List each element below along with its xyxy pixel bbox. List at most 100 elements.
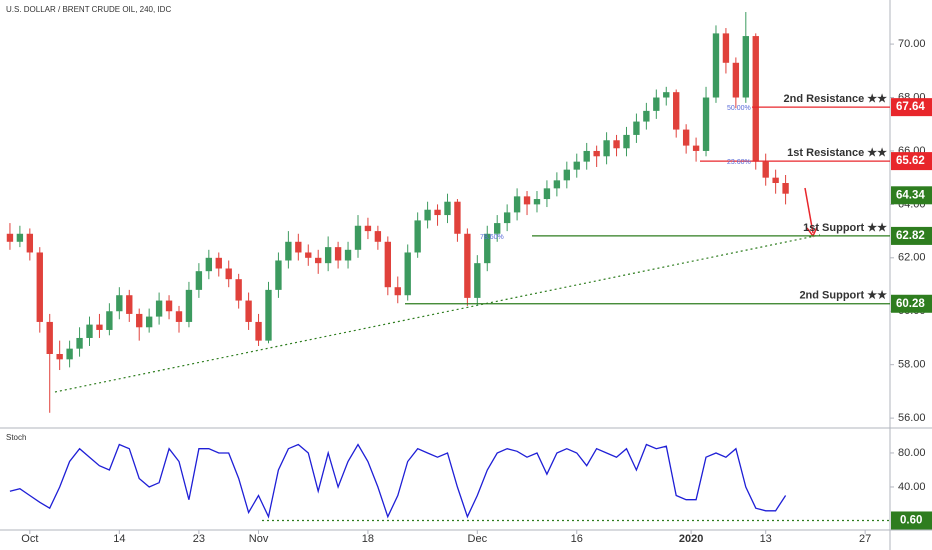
y-tick-label: 62.00 — [898, 252, 926, 264]
candle-body — [205, 257, 213, 272]
candle-body — [603, 140, 610, 157]
candle-body — [464, 233, 471, 298]
candle-body — [633, 121, 640, 135]
x-tick-label: Oct — [21, 533, 38, 545]
fib-label: 78.60% — [480, 234, 504, 241]
candle-body — [643, 110, 650, 122]
chart-title: U.S. DOLLAR / BRENT CRUDE OIL, 240, IDC — [6, 5, 171, 14]
level-label: 1st Resistance ★★ — [787, 147, 887, 159]
arrow — [804, 187, 814, 234]
candle-body — [165, 300, 173, 312]
candle-body — [185, 289, 193, 322]
y-tick-label: 58.00 — [898, 359, 926, 371]
candle-body — [663, 92, 670, 98]
candle-body — [126, 295, 133, 314]
candle-body — [16, 233, 24, 242]
candle-body — [344, 249, 352, 261]
candle-body — [533, 199, 541, 205]
candle-body — [36, 252, 43, 322]
candle-body — [96, 324, 103, 330]
candle-body — [66, 348, 73, 360]
candle-body — [752, 36, 759, 162]
candle-body — [682, 129, 690, 146]
candle-body — [305, 252, 312, 258]
candle-body — [86, 324, 93, 338]
candle-body — [454, 201, 461, 234]
candle-body — [702, 97, 710, 151]
candle-body — [404, 252, 411, 296]
fib-label: 23.60% — [727, 159, 751, 166]
candle-body — [742, 36, 749, 98]
y-tick-label: 70.00 — [898, 38, 926, 50]
candle-body — [106, 311, 113, 330]
candle-body — [722, 33, 730, 63]
price-box — [891, 152, 932, 171]
x-tick-label: 18 — [362, 533, 374, 545]
candle-body — [215, 257, 222, 269]
candle-body — [384, 241, 392, 288]
x-tick-label: 23 — [193, 533, 205, 545]
fib-label: 50.00% — [727, 105, 751, 112]
level-label: 2nd Support ★★ — [799, 290, 887, 302]
candle-body — [56, 353, 63, 360]
candle-body — [494, 223, 501, 234]
candle-body — [762, 161, 769, 178]
last-price-box — [891, 186, 932, 205]
candle-body — [673, 92, 680, 130]
candle-body — [434, 209, 441, 216]
candle-body — [255, 321, 262, 341]
price-box — [891, 98, 932, 117]
candle-body — [782, 183, 789, 194]
candle-body — [245, 300, 252, 322]
x-tick-label: Dec — [468, 533, 488, 545]
candle-body — [136, 313, 143, 328]
candle-body — [414, 220, 421, 253]
candle-body — [732, 62, 740, 98]
candle-body — [364, 225, 372, 232]
trend-line — [54, 234, 821, 393]
candle-body — [513, 196, 521, 213]
candle-body — [145, 316, 153, 328]
candle-body — [563, 169, 570, 181]
candle-body — [46, 321, 53, 354]
price-box — [891, 294, 932, 313]
last-price-label: 64.34 — [896, 189, 925, 201]
x-tick-label: 27 — [859, 533, 871, 545]
candle-body — [653, 97, 660, 111]
candle-body — [265, 289, 272, 341]
candle-body — [613, 140, 620, 149]
price-box-label: 67.64 — [896, 101, 925, 113]
stoch-level-label: 0.60 — [900, 515, 922, 527]
level-label: 2nd Resistance ★★ — [784, 93, 888, 105]
candle-body — [275, 260, 282, 290]
y-tick-label: 56.00 — [898, 412, 926, 424]
candle-body — [692, 145, 700, 151]
candle-body — [503, 212, 511, 224]
candle-body — [155, 300, 163, 317]
x-tick-label: 14 — [113, 533, 125, 545]
x-tick-label: Nov — [249, 533, 269, 545]
candle-body — [583, 150, 590, 162]
candle-body — [474, 263, 481, 298]
candle-body — [593, 150, 600, 157]
candle-body — [195, 271, 203, 290]
candle-body — [523, 196, 531, 205]
stoch-line — [9, 443, 787, 519]
candle-body — [553, 180, 561, 189]
candle-body — [315, 257, 322, 264]
candle-body — [573, 161, 580, 170]
stoch-y-tick-label: 40.00 — [898, 481, 926, 493]
candle-body — [26, 233, 34, 253]
candle-body — [324, 247, 332, 264]
stoch-level-box — [891, 511, 932, 530]
candle-body — [334, 247, 342, 261]
candle-body — [374, 231, 382, 242]
candle-body — [623, 134, 630, 149]
x-tick-label: 13 — [760, 533, 772, 545]
candle-body — [295, 241, 302, 253]
price-box — [891, 226, 932, 245]
level-label: 1st Support ★★ — [803, 222, 887, 234]
candle-body — [235, 279, 242, 301]
candle-body — [116, 295, 123, 312]
